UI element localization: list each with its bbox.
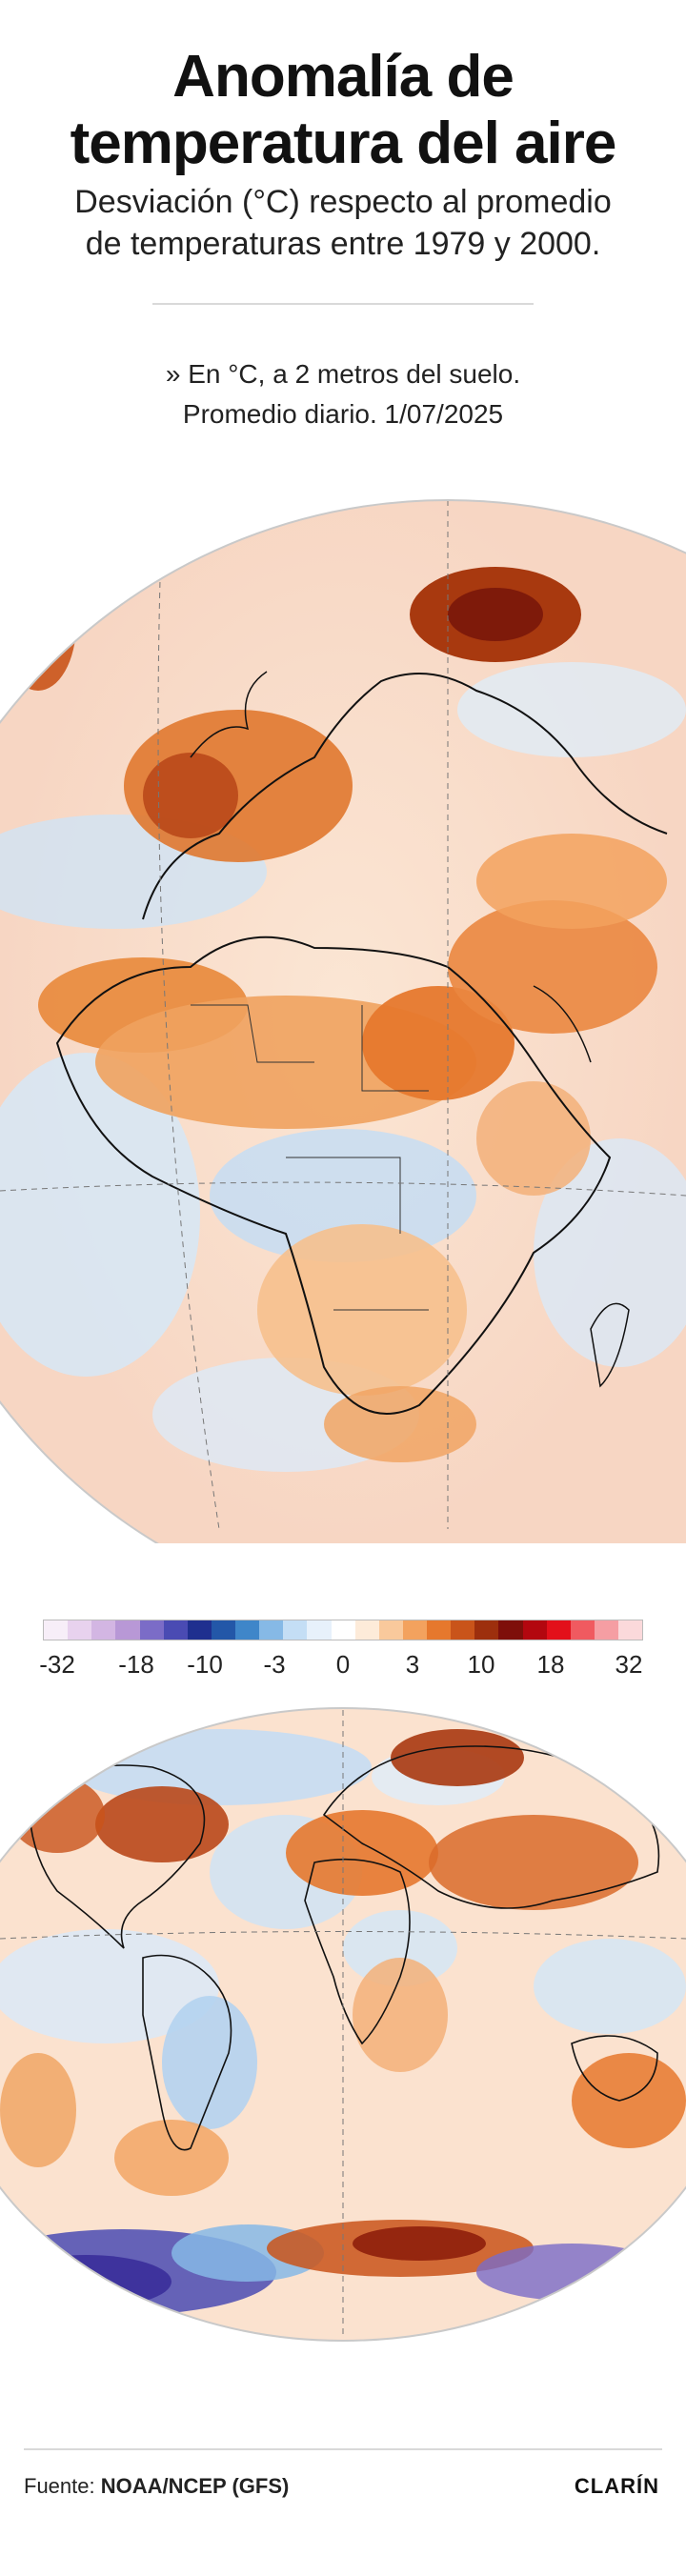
footer-divider [24,2448,662,2450]
legend-label: 10 [467,1650,495,1679]
legend-swatch [594,1620,618,1640]
legend-label: -18 [118,1650,154,1679]
legend-swatch [570,1620,595,1640]
legend-swatch [498,1620,523,1640]
header-divider [152,303,534,305]
legend-label: -3 [263,1650,286,1679]
note-line-1: » En °C, a 2 metros del suelo. [165,359,521,389]
legend-swatch [115,1620,140,1640]
legend-swatch [402,1620,427,1640]
legend-swatch [522,1620,547,1640]
legend-swatch [451,1620,475,1640]
legend-swatch [618,1620,643,1640]
legend-label: 3 [405,1650,420,1679]
legend-swatch [187,1620,212,1640]
source-credit: Fuente: NOAA/NCEP (GFS) [24,2472,289,2501]
legend-label: 0 [335,1650,351,1679]
color-scale-labels: -32 -18 -10 -3 0 3 10 18 32 [24,1648,662,1680]
legend-swatch [331,1620,355,1640]
legend-swatch [68,1620,92,1640]
legend-swatch [307,1620,332,1640]
world-map [0,1701,686,2348]
legend-swatch [44,1620,69,1640]
source-label: Fuente: [24,2474,101,2498]
legend-swatch [235,1620,260,1640]
title-line-1: Anomalía de [172,44,514,110]
legend-swatch [378,1620,403,1640]
subtitle-line-2: de temperaturas entre 1979 y 2000. [85,226,601,262]
subtitle: Desviación (°C) respecto al promedio de … [38,181,648,265]
legend-swatch [211,1620,235,1640]
note-line-2: Promedio diario. 1/07/2025 [182,399,504,429]
legend-swatch [139,1620,164,1640]
legend-label: -32 [39,1650,75,1679]
subtitle-line-1: Desviación (°C) respecto al promedio [74,184,612,220]
title-line-2: temperatura del aire [70,111,617,176]
africa-europe-map [0,472,686,1543]
legend-label: -10 [187,1650,223,1679]
legend-label: 18 [536,1650,565,1679]
legend-swatch [354,1620,379,1640]
legend-swatch [546,1620,571,1640]
legend-swatch [163,1620,188,1640]
source-value: NOAA/NCEP (GFS) [100,2474,290,2498]
legend-label: 32 [615,1650,643,1679]
map-note: » En °C, a 2 metros del suelo. Promedio … [76,354,610,434]
color-scale-legend [43,1620,643,1640]
legend-swatch [283,1620,308,1640]
legend-swatch [259,1620,284,1640]
brand-logo-text: CLARÍN [574,2474,659,2498]
legend-swatch [91,1620,116,1640]
legend-swatch [427,1620,452,1640]
page-title: Anomalía de temperatura del aire [0,44,686,177]
legend-swatch [474,1620,499,1640]
